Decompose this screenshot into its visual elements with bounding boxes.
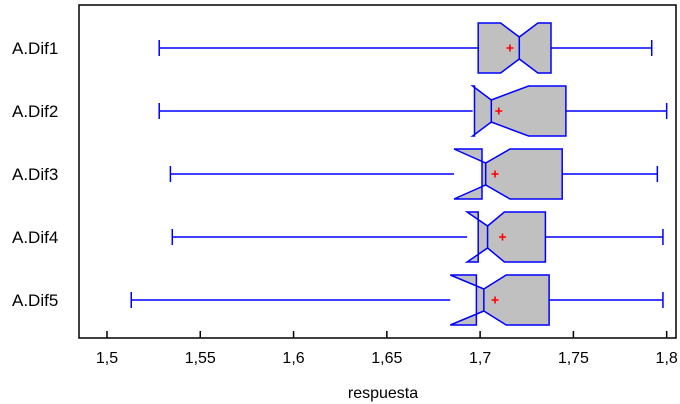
mean-marker [506, 44, 514, 52]
box-a-dif1 [158, 22, 653, 74]
notched-box [450, 274, 550, 326]
category-label: A.Dif2 [12, 102, 58, 121]
x-axis-title: respuesta [348, 385, 418, 402]
notched-box [470, 85, 567, 137]
box-a-dif5 [130, 274, 664, 326]
x-tick-label: 1,6 [282, 350, 304, 367]
mean-marker [498, 233, 506, 241]
x-tick-label: 1,8 [656, 350, 678, 367]
notched-box [464, 211, 547, 263]
x-tick-label: 1,7 [469, 350, 491, 367]
x-tick-label: 1,75 [558, 350, 589, 367]
mean-marker [491, 296, 499, 304]
plot-frame [78, 4, 677, 339]
notched-box [477, 22, 552, 74]
box-series [130, 22, 668, 326]
category-label: A.Dif1 [12, 39, 58, 58]
category-label: A.Dif5 [12, 291, 58, 310]
x-tick-label: 1,5 [96, 350, 118, 367]
category-label: A.Dif3 [12, 165, 58, 184]
x-axis-ticks: 1,5 1,55 1,6 1,65 1,7 1,75 1,8 [96, 331, 678, 367]
x-tick-label: 1,55 [185, 350, 216, 367]
notched-box [453, 148, 563, 200]
x-tick-label: 1,65 [371, 350, 402, 367]
category-labels: A.Dif1 A.Dif2 A.Dif3 A.Dif4 A.Dif5 [12, 39, 58, 310]
mean-marker [491, 170, 499, 178]
category-label: A.Dif4 [12, 228, 58, 247]
box-a-dif3 [169, 148, 659, 200]
box-a-dif4 [171, 211, 664, 263]
box-a-dif2 [158, 85, 668, 137]
mean-marker [495, 107, 503, 115]
